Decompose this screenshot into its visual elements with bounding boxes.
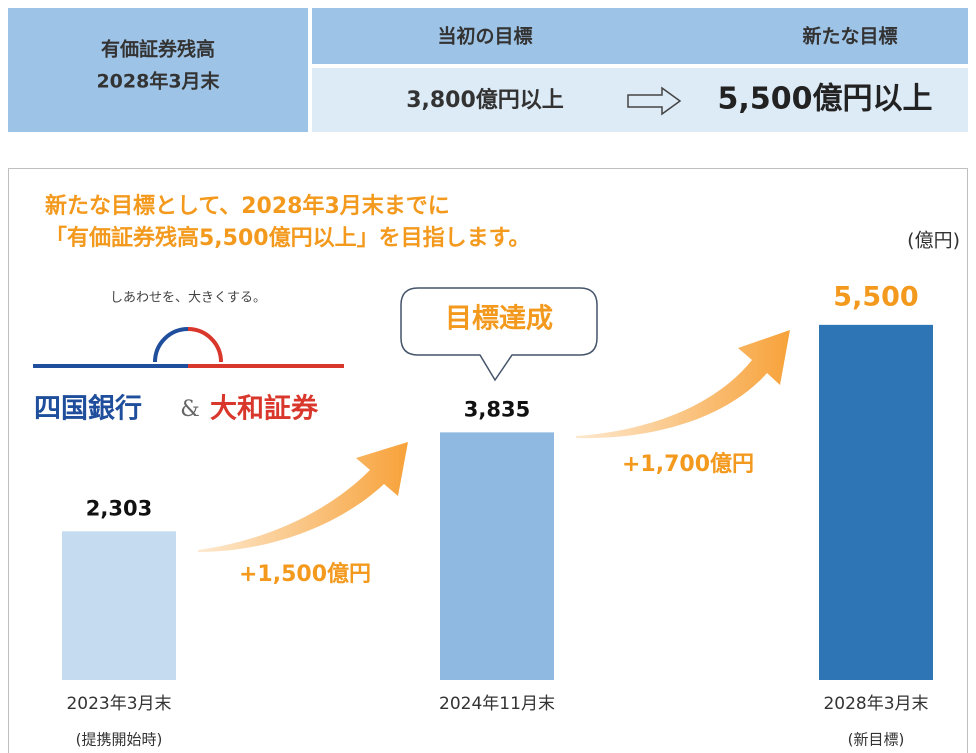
growth-arrow [576,330,790,439]
old-target: 3,800億円以上 [406,87,564,113]
logo-amp: & [180,397,200,422]
logo-arc [153,327,189,363]
chart-frame [8,168,968,753]
x-tick-label: 2028年3月末 [823,694,928,714]
bar [819,324,933,680]
annotation: +1,700億円 [622,451,754,477]
header-label: 有価証券残高 [101,38,215,61]
growth-arrow [198,442,408,552]
bar [62,531,176,680]
annotation: 目標達成 [445,304,553,335]
title: 新たな目標として、2028年3月末までに [45,193,450,219]
column-header: 新たな目標 [802,25,897,48]
category-note: (新目標) [848,731,905,749]
value-label: 3,835 [464,397,530,421]
logo-right: 大和証券 [210,393,319,425]
bar [440,432,554,680]
value-label: 5,500 [833,281,918,312]
x-tick-label: 2023年3月末 [66,694,171,714]
x-tick-label: 2024年11月末 [439,694,555,714]
logo-tagline: しあわせを、大きくする。 [110,291,266,306]
speech-bubble [400,287,598,382]
column-header: 当初の目標 [437,25,532,48]
unit: (億円) [907,230,960,252]
annotation: +1,500億円 [239,561,371,587]
header-label-cell [8,8,308,132]
header-label: 2028年3月末 [96,70,220,93]
logo-arc [187,327,223,363]
arrow [627,86,682,116]
value-row [312,68,968,132]
value-label: 2,303 [86,496,152,520]
category-note: (提携開始時) [76,731,163,749]
title: 「有価証券残高5,500億円以上」を目指します。 [45,225,530,251]
logo-left: 四国銀行 [34,393,142,425]
new-target: 5,500億円以上 [718,82,933,117]
header-row [312,8,968,64]
